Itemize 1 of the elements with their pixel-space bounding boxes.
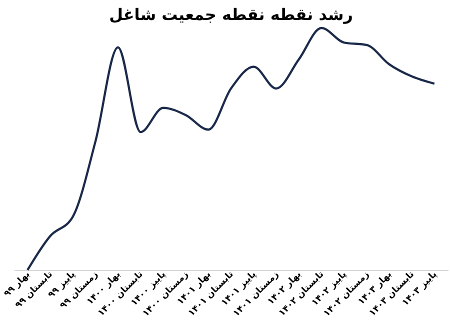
chart-title: رشد نقطه نقطه جمعیت شاغل bbox=[109, 4, 353, 24]
